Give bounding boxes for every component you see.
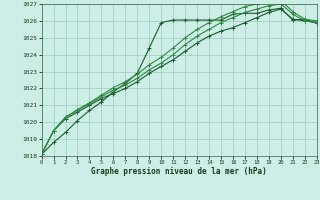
X-axis label: Graphe pression niveau de la mer (hPa): Graphe pression niveau de la mer (hPa) [91, 167, 267, 176]
